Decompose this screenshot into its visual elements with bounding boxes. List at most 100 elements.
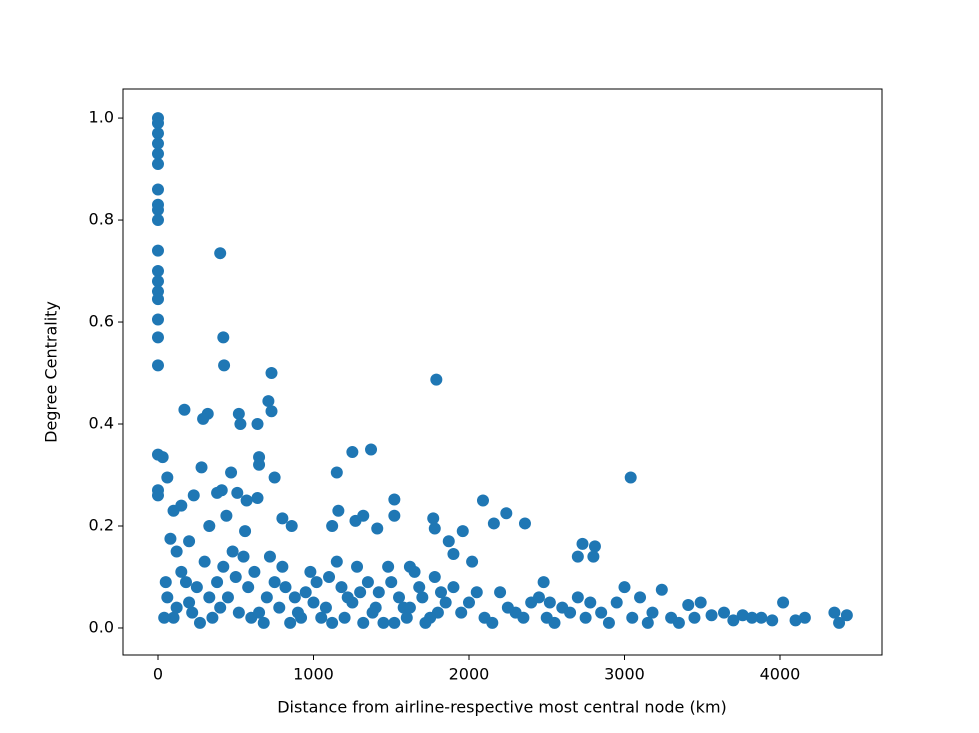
point: [151, 147, 164, 160]
point: [466, 555, 479, 568]
point: [610, 596, 623, 609]
point: [789, 614, 802, 627]
plot-frame: [122, 88, 883, 656]
point: [268, 576, 281, 589]
point: [307, 596, 320, 609]
point: [428, 522, 441, 535]
point: [268, 471, 281, 484]
point: [798, 611, 811, 624]
point: [335, 581, 348, 594]
point: [151, 313, 164, 326]
point: [214, 601, 227, 614]
point: [372, 586, 385, 599]
point: [618, 581, 631, 594]
point: [382, 560, 395, 573]
point: [377, 616, 390, 629]
point: [672, 616, 685, 629]
point: [151, 359, 164, 372]
point: [232, 606, 245, 619]
point: [183, 596, 196, 609]
point: [500, 507, 513, 520]
x-tick-label: 4000: [760, 665, 801, 684]
point: [151, 489, 164, 502]
point: [226, 545, 239, 558]
point: [178, 403, 191, 416]
point: [595, 606, 608, 619]
point: [624, 471, 637, 484]
point: [299, 586, 312, 599]
point: [231, 486, 244, 499]
point: [634, 591, 647, 604]
point: [253, 458, 266, 471]
point: [476, 494, 489, 507]
point: [193, 616, 206, 629]
point: [151, 183, 164, 196]
point: [198, 555, 211, 568]
point: [276, 512, 289, 525]
point: [170, 601, 183, 614]
point: [385, 576, 398, 589]
point: [419, 616, 432, 629]
point: [388, 509, 401, 522]
point: [217, 331, 230, 344]
y-axis-label: Degree Centrality: [42, 301, 61, 443]
point: [220, 509, 233, 522]
point: [203, 591, 216, 604]
point: [442, 535, 455, 548]
point: [357, 509, 370, 522]
point: [602, 616, 615, 629]
point: [225, 466, 238, 479]
point: [330, 555, 343, 568]
point: [257, 616, 270, 629]
point: [232, 407, 245, 420]
x-tick-label: 3000: [604, 665, 645, 684]
point: [393, 591, 406, 604]
point: [175, 565, 188, 578]
point: [571, 550, 584, 563]
point: [655, 583, 668, 596]
point: [229, 570, 242, 583]
x-tick-label: 0: [153, 665, 163, 684]
point: [151, 127, 164, 140]
y-tick-label: 1.0: [89, 108, 114, 127]
point: [447, 581, 460, 594]
point: [470, 586, 483, 599]
point: [571, 591, 584, 604]
point: [190, 581, 203, 594]
point: [403, 601, 416, 614]
y-tick-label: 0.2: [89, 515, 114, 534]
point: [326, 519, 339, 532]
point: [151, 293, 164, 306]
point: [263, 550, 276, 563]
y-tick-label: 0.0: [89, 617, 114, 636]
point: [161, 471, 174, 484]
point: [576, 537, 589, 550]
point: [705, 609, 718, 622]
point: [151, 117, 164, 130]
point: [548, 616, 561, 629]
point: [242, 581, 255, 594]
point: [310, 576, 323, 589]
point: [239, 525, 252, 538]
point: [151, 265, 164, 278]
point: [447, 548, 460, 561]
point: [371, 522, 384, 535]
point: [279, 581, 292, 594]
point: [158, 611, 171, 624]
point: [262, 395, 275, 408]
point: [641, 616, 654, 629]
point: [170, 545, 183, 558]
point: [195, 461, 208, 474]
point: [755, 611, 768, 624]
point: [161, 591, 174, 604]
point: [718, 606, 731, 619]
point: [537, 576, 550, 589]
point: [285, 519, 298, 532]
point: [388, 493, 401, 506]
x-axis-label: Distance from airline-respective most ce…: [277, 698, 727, 717]
point: [688, 611, 701, 624]
point: [587, 550, 600, 563]
point: [430, 373, 443, 386]
point: [400, 611, 413, 624]
